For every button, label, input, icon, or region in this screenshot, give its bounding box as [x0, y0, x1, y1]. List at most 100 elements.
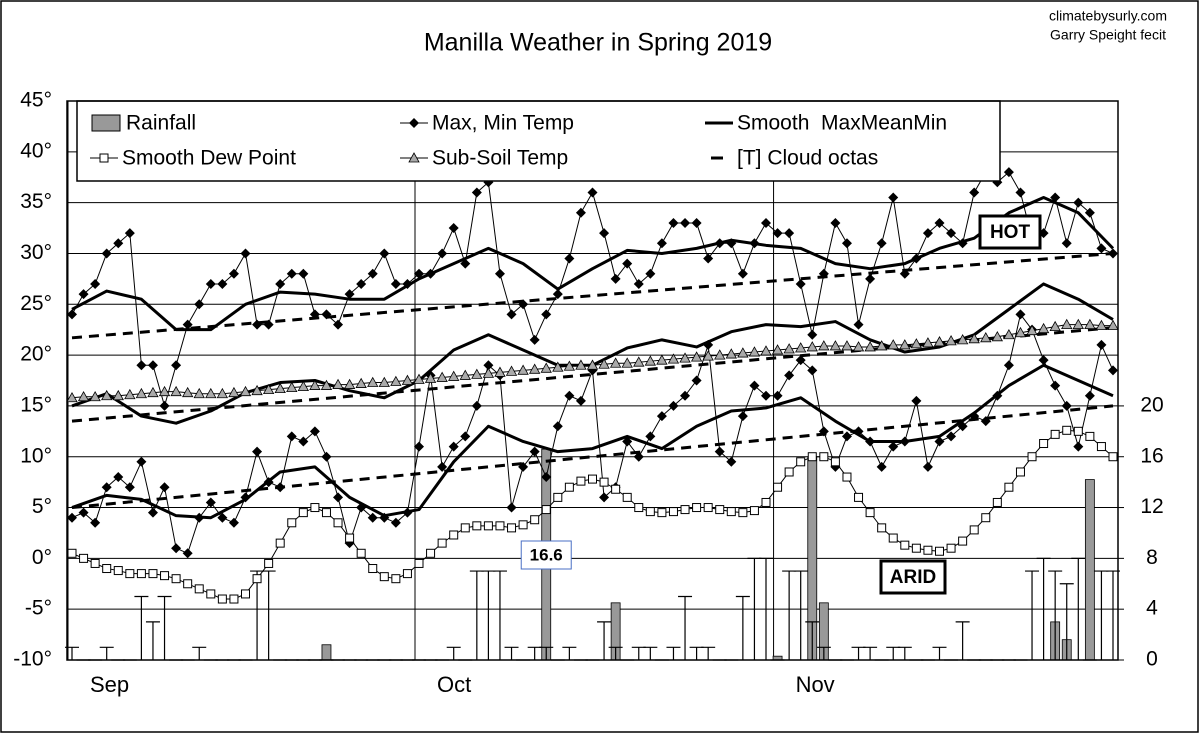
triangle-marker: [1049, 320, 1061, 332]
diamond-marker: [749, 380, 760, 391]
diamond-marker: [136, 456, 147, 467]
y2-tick-label: 4: [1146, 597, 1158, 620]
diamond-marker: [309, 426, 320, 437]
square-marker: [657, 508, 667, 518]
diamond-marker: [390, 278, 401, 289]
triangle-marker: [1084, 318, 1096, 330]
triangle-marker: [286, 381, 298, 393]
diamond-marker: [1061, 400, 1072, 411]
square-marker: [67, 548, 77, 558]
cloud-stem: [145, 621, 160, 660]
diamond-marker: [737, 268, 748, 279]
diamond-marker: [922, 228, 933, 239]
diamond-marker: [575, 395, 586, 406]
triangle-marker: [586, 359, 599, 370]
cloud-marker: [145, 621, 160, 660]
diamond-marker: [1096, 243, 1107, 254]
diamond-marker: [182, 548, 193, 559]
diamond-marker: [552, 289, 563, 300]
legend-label: [T] Cloud octas: [737, 147, 878, 170]
diamond-marker: [275, 278, 286, 289]
diamond-marker: [795, 355, 806, 366]
cloud-marker: [1071, 557, 1086, 660]
diamond-marker: [1038, 355, 1049, 366]
cloud-stem: [608, 646, 623, 660]
diamond-marker: [286, 268, 297, 279]
triangle-marker: [251, 384, 263, 396]
square-marker: [472, 521, 482, 531]
y-tick-label: 30°: [20, 241, 52, 264]
diamond-marker: [969, 187, 980, 198]
square-marker: [1096, 442, 1106, 452]
square-marker: [426, 548, 436, 558]
triangle-marker: [1095, 319, 1108, 331]
triangle-marker: [760, 345, 772, 356]
diamond-marker: [610, 273, 621, 284]
triangle-marker: [101, 389, 113, 401]
square-marker: [402, 569, 412, 579]
triangle-marker: [656, 354, 668, 365]
diamond-marker: [506, 502, 517, 513]
square-marker: [911, 543, 921, 553]
triangle-marker: [1107, 319, 1119, 331]
x-tick-label: Sep: [90, 672, 129, 697]
triangle-marker: [228, 386, 240, 398]
square-marker: [530, 515, 540, 525]
diamond-marker: [298, 436, 309, 447]
square-marker: [495, 521, 505, 531]
diamond-marker: [529, 334, 540, 345]
rain-bar: [1084, 479, 1095, 661]
diamond-marker: [575, 207, 586, 218]
triangle-marker: [482, 367, 495, 378]
triangle-marker: [540, 362, 552, 373]
cloud-stem: [701, 646, 716, 660]
cloud-stem: [932, 646, 947, 660]
y-tick-label: 0°: [32, 546, 52, 569]
diamond-marker: [252, 446, 263, 457]
y-tick-label: 15°: [20, 393, 52, 416]
diamond-marker: [934, 436, 945, 447]
triangle-marker: [89, 390, 101, 402]
diamond-marker: [298, 268, 309, 279]
triangle-marker: [1014, 326, 1027, 338]
square-marker: [1073, 426, 1083, 436]
diamond-marker: [853, 319, 864, 330]
triangle-marker: [378, 376, 390, 387]
square-marker: [588, 474, 597, 484]
triangle-marker: [147, 386, 159, 398]
triangle-marker: [1061, 318, 1073, 330]
y-tick-label: 35°: [20, 190, 52, 213]
diamond-marker: [807, 365, 818, 376]
square-marker: [333, 518, 343, 528]
diamond-marker: [899, 268, 910, 279]
annotation: ARID: [890, 567, 936, 588]
diamond-marker: [599, 228, 610, 239]
diamond-marker: [818, 268, 829, 279]
diamond-marker: [888, 192, 899, 203]
diamond-marker: [633, 451, 644, 462]
square-marker: [79, 553, 89, 563]
diamond-marker: [437, 461, 448, 472]
triangle-marker: [436, 371, 448, 382]
square-marker: [298, 508, 308, 518]
square-marker: [229, 594, 239, 604]
diamond-marker: [182, 319, 193, 330]
series-line: [71, 196, 1115, 332]
square-marker: [749, 506, 759, 516]
square-marker: [241, 589, 250, 599]
diamond-marker: [784, 370, 795, 381]
diamond-marker: [240, 248, 251, 259]
cloud-stem: [99, 646, 114, 660]
diamond-marker: [344, 289, 355, 300]
triangle-marker: [424, 372, 437, 383]
y-tick-label: 25°: [20, 292, 52, 315]
square-marker: [113, 566, 123, 576]
diamond-marker: [922, 461, 933, 472]
triangle-marker: [748, 346, 761, 357]
diamond-marker: [795, 278, 806, 289]
diamond-marker: [228, 268, 239, 279]
diamond-marker: [934, 217, 945, 228]
y2-tick-label: 12: [1140, 495, 1163, 518]
square-marker: [171, 574, 181, 584]
square-marker: [368, 564, 378, 574]
